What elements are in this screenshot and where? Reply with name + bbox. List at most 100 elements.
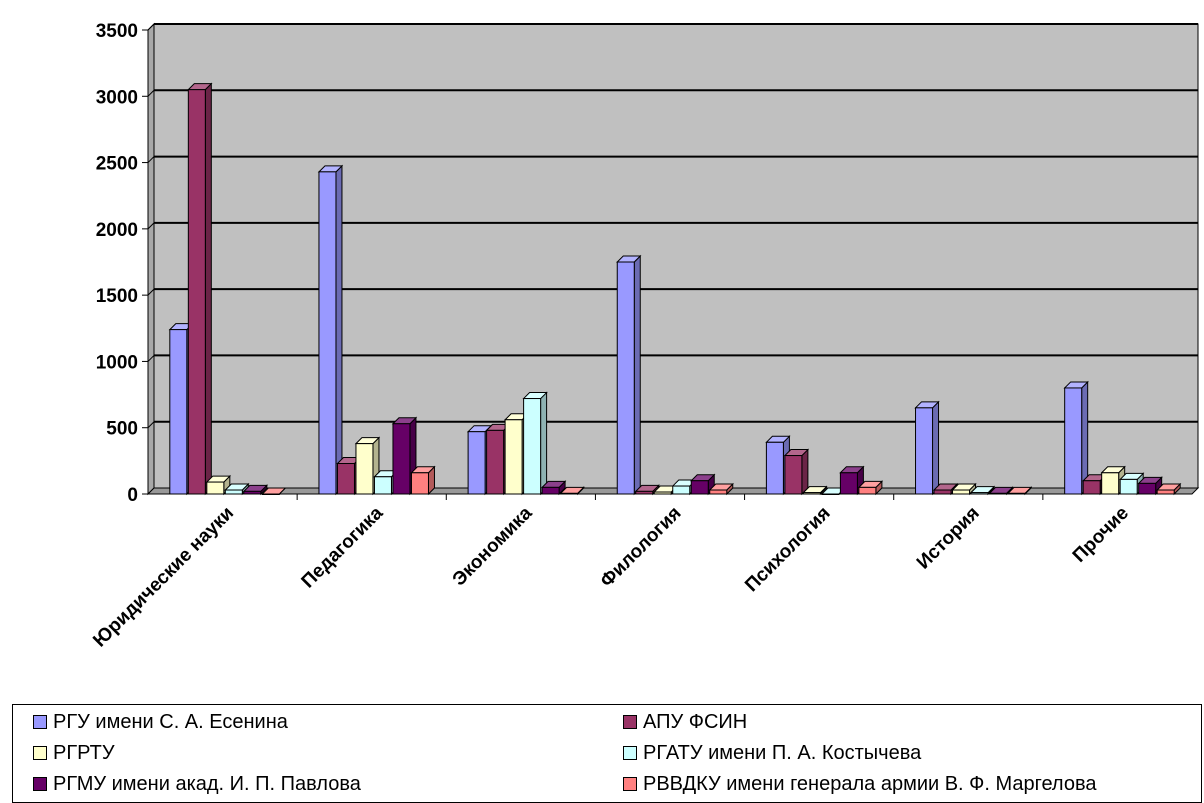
- bar: [1155, 482, 1182, 496]
- x-category-label: Экономика: [449, 502, 537, 590]
- y-tick-label: 2000: [96, 220, 138, 241]
- bar: [783, 448, 810, 496]
- bar-front: [709, 489, 728, 495]
- bar: [1063, 380, 1089, 496]
- bar: [988, 486, 1014, 496]
- x-category-label: История: [913, 503, 984, 574]
- bar: [690, 473, 716, 496]
- bar: [242, 484, 269, 496]
- bar-front: [635, 490, 654, 495]
- bar: [522, 391, 548, 496]
- bar: [914, 400, 940, 496]
- bar-front: [1138, 482, 1157, 495]
- y-tick-label: 3000: [96, 87, 138, 108]
- legend-label: РВВДКУ имени генерала армии В. Ф. Маргел…: [643, 772, 1097, 795]
- legend-swatch: [623, 777, 637, 791]
- bar-front: [318, 171, 337, 495]
- legend: РГУ имени С. А. Есенина АПУ ФСИН РГРТУ РГАТ…: [12, 704, 1202, 803]
- bar-front: [373, 476, 392, 495]
- bar-front: [690, 480, 709, 495]
- bar-front: [1119, 478, 1138, 495]
- x-category-label: Педагогика: [298, 502, 388, 592]
- bar-front: [784, 455, 803, 495]
- bar: [932, 482, 959, 496]
- bar-side: [540, 391, 548, 496]
- bar-front: [952, 489, 971, 495]
- gridline-depth: [147, 355, 155, 362]
- bar-front: [467, 431, 486, 495]
- bar-front: [523, 398, 542, 495]
- bar: [634, 484, 660, 496]
- bar-side: [932, 400, 940, 496]
- y-tick-label: 1500: [96, 286, 138, 307]
- x-category-label: Филология: [596, 503, 685, 592]
- bar-front: [560, 492, 579, 495]
- bar-front: [672, 485, 691, 495]
- legend-item: РВВДКУ имени генерала армии В. Ф. Маргел…: [623, 769, 1096, 799]
- bar-front: [653, 491, 672, 495]
- gridline-depth: [147, 89, 155, 97]
- bar-front: [392, 423, 411, 495]
- bar-side: [335, 164, 343, 496]
- legend-item: РГАТУ имени П. А. Костычева: [623, 738, 921, 768]
- bar-front: [206, 481, 225, 495]
- bar-front: [933, 489, 952, 495]
- bar-front: [765, 441, 784, 495]
- bar-front: [261, 493, 280, 495]
- bar-side: [204, 82, 212, 496]
- y-tick-label: 0: [127, 485, 138, 506]
- bar: [969, 485, 996, 496]
- bar: [187, 82, 213, 496]
- legend-swatch: [623, 715, 637, 729]
- bar: [951, 482, 977, 496]
- plot-area: [146, 22, 1200, 496]
- bar-front: [355, 443, 374, 495]
- gridline-depth: [147, 23, 155, 31]
- bar: [1006, 486, 1033, 496]
- bar: [671, 478, 697, 496]
- gridline-depth: [147, 222, 155, 230]
- x-category-label: Юридические науки: [89, 503, 238, 652]
- bar-front: [970, 492, 989, 495]
- bar: [559, 486, 585, 496]
- legend-label: АПУ ФСИН: [643, 710, 748, 733]
- legend-swatch: [33, 777, 47, 791]
- legend-item: РГМУ имени акад. И. П. Павлова: [33, 769, 361, 799]
- bar: [857, 480, 884, 496]
- bar-front: [858, 486, 877, 495]
- chart: 0 500 1000 1500 2000 2500 3000 3500 Юридические…: [89, 21, 1200, 651]
- bar-front: [224, 489, 243, 495]
- bar-front: [1064, 387, 1083, 495]
- x-category-label: Прочие: [1069, 503, 1133, 567]
- bar-front: [410, 472, 429, 495]
- bar-front: [187, 89, 206, 495]
- x-category-label: Психология: [741, 503, 835, 597]
- bar-front: [1082, 480, 1101, 495]
- legend-item: РГРТУ: [33, 738, 115, 768]
- bar-front: [504, 419, 523, 495]
- gridline-depth: [147, 156, 155, 163]
- plot-back-wall: [153, 23, 1199, 489]
- y-tick-label: 2500: [96, 154, 138, 175]
- bar: [317, 164, 344, 496]
- bar: [354, 436, 381, 496]
- bar: [261, 487, 287, 495]
- bar-front: [1007, 492, 1026, 495]
- bar-front: [169, 329, 188, 495]
- x-axis-labels: Юридические науки Педагогика Экономика Фило…: [89, 502, 1133, 651]
- y-tick-label: 1000: [96, 352, 138, 373]
- bar: [802, 485, 828, 496]
- legend-label: РГУ имени С. А. Есенина: [53, 710, 288, 733]
- bar: [540, 480, 567, 496]
- legend-swatch: [33, 746, 47, 760]
- bar-front: [616, 261, 635, 495]
- legend-label: РГРТУ: [53, 741, 115, 764]
- y-tick-label: 500: [106, 419, 138, 440]
- bar: [708, 482, 734, 496]
- legend-swatch: [33, 715, 47, 729]
- bar-front: [336, 463, 355, 495]
- gridline-depth: [147, 288, 155, 296]
- bar-side: [633, 254, 641, 496]
- bar-side: [801, 448, 809, 496]
- bar-front: [486, 429, 505, 495]
